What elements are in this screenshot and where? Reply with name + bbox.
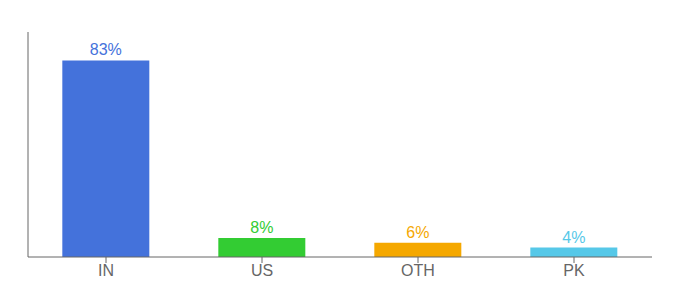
svg-text:4%: 4% <box>562 229 585 246</box>
svg-text:IN: IN <box>98 262 114 279</box>
svg-text:6%: 6% <box>406 224 429 241</box>
svg-text:OTH: OTH <box>401 262 435 279</box>
svg-text:83%: 83% <box>90 41 122 58</box>
svg-text:8%: 8% <box>250 219 273 236</box>
svg-text:PK: PK <box>563 262 585 279</box>
svg-text:US: US <box>251 262 273 279</box>
